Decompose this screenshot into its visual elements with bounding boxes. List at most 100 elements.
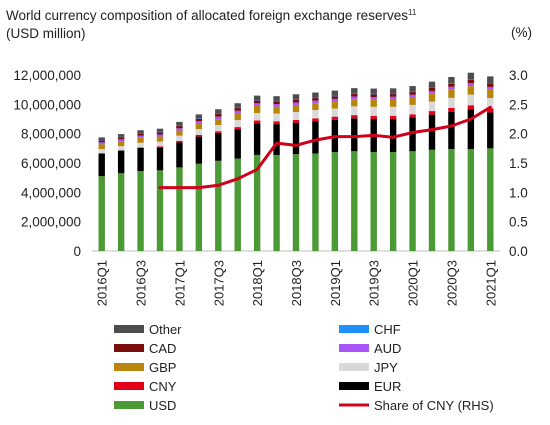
bar-segment-eur bbox=[253, 123, 261, 155]
bar-segment-gbp bbox=[176, 130, 183, 136]
bar-segment-chf bbox=[195, 118, 203, 119]
bar-segment-chf bbox=[389, 93, 397, 95]
bar-segment-chf bbox=[156, 131, 164, 133]
bar-segment-gbp bbox=[117, 141, 125, 147]
bar-segment-jpy bbox=[389, 106, 397, 116]
legend-label-gbp: GBP bbox=[149, 360, 176, 375]
bar-segment-cny bbox=[467, 105, 475, 110]
bar-segment-cad bbox=[215, 113, 222, 117]
bar-segment-aud bbox=[370, 97, 377, 100]
y2-tick-label: 0.0 bbox=[509, 244, 528, 259]
bar-segment-cad bbox=[98, 140, 105, 143]
bar-segment-gbp bbox=[273, 106, 280, 114]
bar-segment-chf bbox=[448, 83, 455, 84]
bar-segment-chf bbox=[98, 140, 105, 141]
bar-segment-cny bbox=[312, 118, 319, 122]
bar-segment-usd bbox=[234, 158, 241, 251]
bar-segment-usd bbox=[137, 171, 144, 251]
share-of-cny-line bbox=[158, 105, 492, 190]
chart-title-superscript: 11 bbox=[408, 8, 417, 17]
bar-segment-cad bbox=[253, 100, 261, 104]
bar-segment-jpy bbox=[351, 106, 358, 116]
bar-segment-jpy bbox=[156, 141, 164, 147]
legend-label-chf: CHF bbox=[374, 322, 401, 337]
bar-segment-aud bbox=[98, 142, 105, 145]
bar-segment-aud bbox=[467, 83, 475, 87]
bar-segment-eur bbox=[137, 147, 144, 172]
bar-segment-other bbox=[137, 130, 144, 134]
legend-swatch-aud bbox=[339, 344, 369, 352]
bar-segment-cny bbox=[428, 111, 436, 115]
legend-swatch-other bbox=[114, 325, 144, 333]
bar-segment-eur bbox=[467, 109, 475, 150]
bar-segment-other bbox=[292, 94, 300, 100]
bar-segment-chf bbox=[117, 136, 125, 138]
legend-label-usd: USD bbox=[149, 398, 176, 413]
bar-segment-other bbox=[351, 88, 358, 94]
bar-segment-cad bbox=[312, 97, 319, 101]
bar-segment-cny bbox=[273, 121, 280, 125]
bar-segment-jpy bbox=[98, 149, 105, 154]
bar-segment-cad bbox=[176, 125, 183, 129]
x-tick-label: 2020Q1 bbox=[406, 260, 421, 306]
bar-segment-usd bbox=[409, 151, 416, 251]
bar-segment-jpy bbox=[312, 110, 319, 119]
bar-segment-cad bbox=[195, 118, 203, 122]
bar-segment-usd bbox=[487, 148, 494, 251]
legend-label-eur: EUR bbox=[374, 379, 401, 394]
bar-segment-jpy bbox=[370, 106, 377, 116]
bar-segment-jpy bbox=[195, 129, 203, 135]
bar-segment-eur bbox=[448, 111, 455, 150]
bar-segment-gbp bbox=[253, 105, 261, 113]
bar-segment-jpy bbox=[331, 108, 339, 117]
bar-segment-eur bbox=[195, 136, 203, 164]
bar-segment-cny bbox=[351, 115, 358, 119]
bar-segment-aud bbox=[273, 104, 280, 107]
share-line bbox=[158, 105, 492, 190]
legend-swatch-cny bbox=[114, 382, 144, 390]
bar-segment-eur bbox=[98, 153, 105, 177]
y2-tick-label: 1.5 bbox=[509, 156, 528, 171]
bar-segment-other bbox=[234, 103, 241, 108]
bar-segment-jpy bbox=[448, 97, 455, 108]
bar-segment-eur bbox=[117, 150, 125, 174]
bar-segment-other bbox=[117, 134, 125, 137]
bar-segment-aud bbox=[253, 103, 261, 106]
bar-segment-aud bbox=[448, 86, 455, 90]
bar-segment-cny bbox=[370, 115, 377, 119]
bar-segment-usd bbox=[253, 154, 261, 251]
bar-segment-gbp bbox=[156, 136, 164, 142]
bar-segment-other bbox=[215, 109, 222, 114]
bar-segment-gbp bbox=[389, 99, 397, 107]
bar-segment-eur bbox=[312, 121, 319, 154]
bar-segment-chf bbox=[215, 113, 222, 114]
legend-label-other: Other bbox=[149, 322, 182, 337]
bar-segment-cny bbox=[448, 107, 455, 112]
bar-segment-cny bbox=[409, 114, 416, 118]
bar-segment-eur bbox=[273, 124, 280, 155]
legend-swatch-cad bbox=[114, 344, 144, 352]
y-tick-label: 12,000,000 bbox=[13, 68, 81, 83]
y2-tick-label: 3.0 bbox=[509, 68, 528, 83]
y-tick-label: 8,000,000 bbox=[21, 127, 81, 142]
bar-segment-usd bbox=[370, 152, 377, 251]
bar-segment-chf bbox=[428, 87, 436, 89]
bar-segment-cad bbox=[234, 107, 241, 111]
bar-segment-usd bbox=[389, 152, 397, 251]
y2-tick-label: 2.0 bbox=[509, 127, 528, 142]
bar-segment-other bbox=[370, 88, 377, 94]
bar-segment-cny bbox=[195, 134, 203, 137]
bar-segment-aud bbox=[156, 134, 164, 137]
bar-segment-other bbox=[253, 95, 261, 101]
bar-segment-cad bbox=[351, 93, 358, 97]
bar-segment-cny bbox=[156, 146, 164, 148]
bar-segment-gbp bbox=[351, 99, 358, 107]
legend-swatch-chf bbox=[339, 325, 369, 333]
bar-segment-usd bbox=[331, 152, 339, 251]
bar-segment-cad bbox=[331, 96, 339, 99]
bar-segment-jpy bbox=[176, 135, 183, 141]
legend-swatch-jpy bbox=[339, 363, 369, 371]
bar-segment-cad bbox=[467, 79, 475, 84]
legend-label-aud: AUD bbox=[374, 341, 401, 356]
